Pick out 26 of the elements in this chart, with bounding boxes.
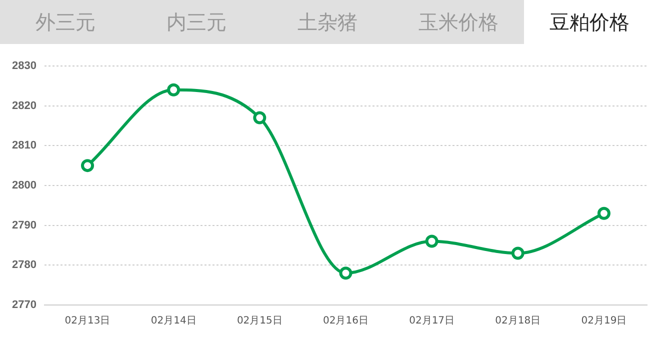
point — [597, 206, 610, 220]
text: 内三元 — [166, 8, 228, 36]
text: 外三元 — [34, 8, 96, 36]
x-tick-label: 02月15日 — [236, 316, 282, 327]
point — [167, 83, 180, 96]
point — [339, 266, 352, 280]
point — [81, 159, 94, 172]
text: 土杂猪 — [296, 8, 358, 36]
y-tick-label: 2820 — [12, 100, 36, 112]
y-tick-label: 2810 — [12, 140, 36, 152]
point — [425, 234, 438, 248]
x-tick-label: 02月16日 — [323, 316, 368, 327]
y-tick-label: 2830 — [12, 60, 36, 72]
point — [253, 111, 266, 124]
x-tick-label: 02月14日 — [150, 316, 196, 327]
y-tick-label: 2770 — [12, 299, 36, 312]
point — [511, 246, 524, 260]
y-tick-label: 2800 — [12, 180, 36, 192]
chart-title: 豆粕价格 — [524, 0, 655, 44]
x-tick-label: 02月17日 — [409, 316, 455, 327]
y-tick-label: 2790 — [12, 219, 36, 232]
x-tick-label: 02月13日 — [64, 316, 110, 327]
x-tick-label: 02月18日 — [495, 316, 541, 327]
y-tick-label: 2780 — [12, 259, 36, 272]
x-tick-label: 02月19日 — [581, 316, 627, 327]
text: 玉米价格 — [418, 8, 500, 36]
